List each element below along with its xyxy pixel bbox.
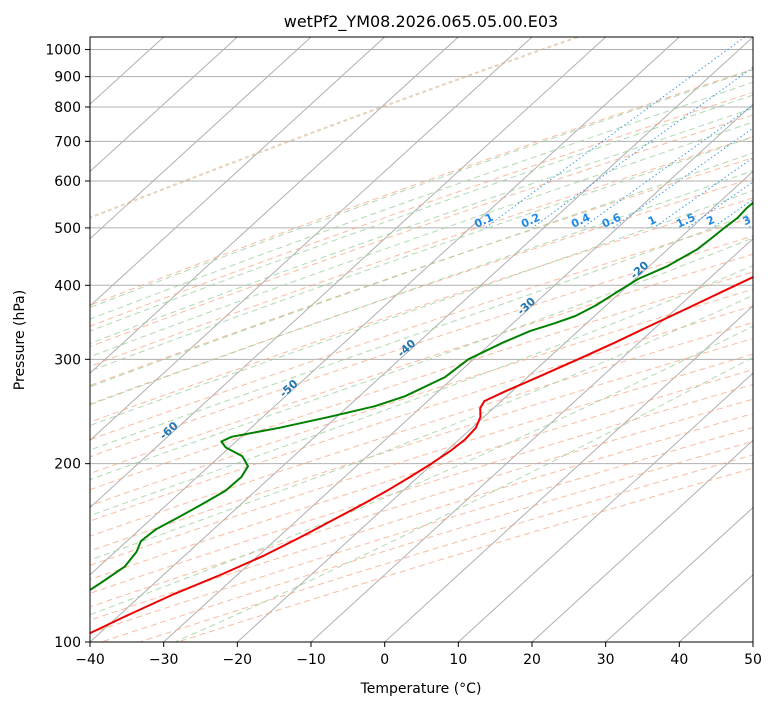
- temperature-profile: [90, 276, 753, 635]
- x-tick-label: −10: [296, 652, 326, 668]
- isotherm-line: [236, 170, 753, 642]
- isotherm-line: [605, 506, 753, 642]
- y-tick-label: 800: [54, 100, 81, 116]
- y-tick-label: 300: [54, 352, 81, 368]
- dry-adiabat: [90, 353, 753, 566]
- x-tick-label: −20: [223, 652, 253, 668]
- sounding-profiles: [90, 201, 753, 635]
- dry-adiabat: [90, 177, 753, 405]
- y-tick-label: 500: [54, 221, 81, 237]
- x-tick-label: 0: [380, 652, 389, 668]
- x-tick-label: 30: [597, 652, 615, 668]
- moist-adiabat: [90, 294, 753, 561]
- moist-adiabat: [90, 121, 753, 358]
- isotherm-line: [531, 439, 753, 642]
- y-tick-label: 700: [54, 134, 81, 150]
- y-axis: 1000 900 800 700 600 500 400 300 200 100: [45, 43, 90, 651]
- isotherm-line: [90, 37, 753, 642]
- moist-adiabat: [90, 212, 753, 451]
- x-tick-label: −30: [149, 652, 179, 668]
- moist-adiabat: [90, 264, 753, 517]
- isotherm-line: [457, 372, 753, 642]
- moist-adiabat: [90, 152, 753, 388]
- x-tick-label: 20: [523, 652, 541, 668]
- isotherm-line: [90, 37, 238, 173]
- dewpoint-profile: [90, 201, 753, 592]
- dry-adiabat: [90, 114, 753, 348]
- background-lines: [90, 37, 753, 642]
- mixing-ratio-line: [653, 157, 753, 229]
- x-axis-title: Temperature (°C): [360, 681, 482, 697]
- isotherm-line: [163, 103, 753, 642]
- x-tick-label: 40: [670, 652, 688, 668]
- isotherm-line: [90, 37, 386, 307]
- moist-adiabat: [90, 136, 753, 372]
- x-tick-label: −40: [75, 652, 105, 668]
- reference-curve: [90, 37, 579, 219]
- dry-adiabat: [90, 68, 753, 306]
- isotherm-line: [90, 37, 680, 576]
- isotherm-line: [310, 237, 753, 642]
- y-axis-title: Pressure (hPa): [12, 290, 28, 390]
- isotherm-line: [384, 305, 753, 642]
- chart-title: wetPf2_YM08.2026.065.05.00.E03: [284, 12, 558, 32]
- isotherm-line: [90, 37, 459, 374]
- mixing-ratio-line: [531, 66, 753, 229]
- dry-adiabat: [90, 321, 753, 537]
- y-tick-label: 1000: [45, 43, 81, 59]
- y-tick-label: 900: [54, 70, 81, 86]
- y-tick-label: 600: [54, 174, 81, 190]
- dry-adiabat: [90, 369, 753, 580]
- isotherm-line: [90, 37, 533, 442]
- isotherm-line: [90, 37, 607, 509]
- plot-frame: [89, 36, 754, 643]
- x-tick-label: 50: [744, 652, 762, 668]
- y-tick-label: 200: [54, 457, 81, 473]
- dry-adiabat: [90, 305, 753, 522]
- dry-adiabat: [90, 271, 753, 491]
- dry-adiabat: [90, 216, 753, 441]
- y-tick-label: 400: [54, 278, 81, 294]
- dry-adiabat: [90, 91, 753, 327]
- moist-adiabat: [90, 69, 753, 309]
- y-tick-label: 100: [54, 635, 81, 651]
- mixing-ratio-line: [485, 37, 746, 229]
- isotherm-line: [90, 37, 312, 240]
- x-axis: −40 −30 −20 −10 0 10 20 30 40 50: [75, 642, 762, 668]
- x-tick-label: 10: [449, 652, 467, 668]
